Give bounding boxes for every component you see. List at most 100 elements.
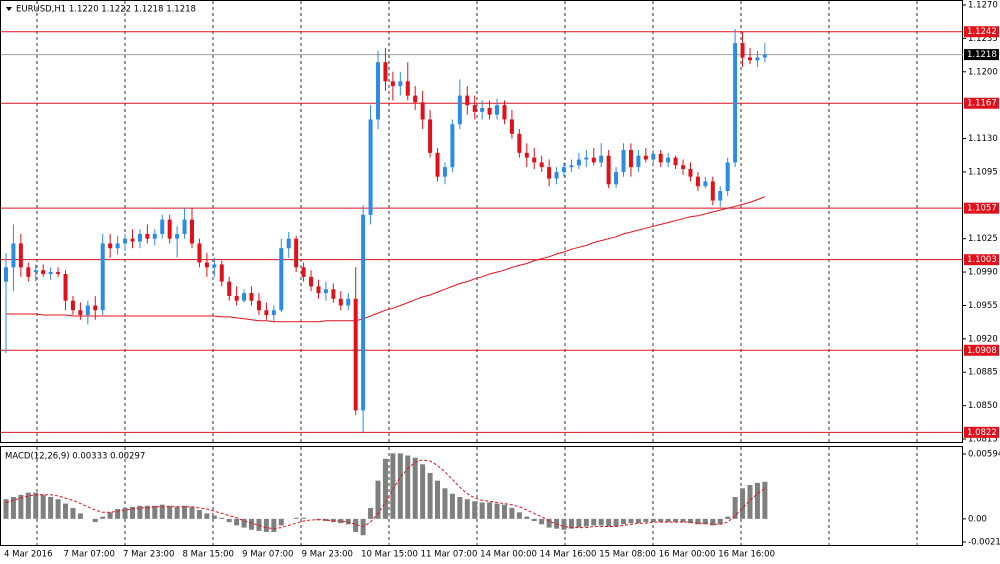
macd-bar [754,482,760,519]
y-tick-label: 1.0920 [968,334,998,344]
level-label: 1.0908 [967,346,997,356]
macd-bar [278,518,284,526]
macd-bar [107,512,113,519]
macd-bar [747,485,753,519]
macd-bar [479,502,485,519]
candle-body [509,119,514,134]
macd-bar [249,518,255,530]
level-label: 1.1003 [967,255,997,265]
macd-panel [0,446,963,546]
x-tick-label: 7 Mar 23:00 [123,550,174,560]
macd-bar [464,499,470,519]
candle-body [123,238,128,244]
x-tick-label: 16 Mar 00:00 [659,550,716,560]
y-tick-label: 1.1200 [968,67,998,77]
candle-body [428,119,433,153]
macd-bar [710,518,716,526]
candle-body [651,153,656,160]
candle-body [279,248,284,311]
candle-body [353,298,358,411]
level-label: 1.0822 [967,428,997,438]
level-label-bg [964,202,999,214]
level-label-bg [964,426,999,438]
macd-bar [55,499,61,519]
candle-body [658,153,663,163]
macd-bar [472,501,478,519]
candle-body [465,95,470,106]
macd-bar [427,472,433,519]
candle-body [33,270,38,273]
last-price-label: 1.1218 [967,50,997,60]
macd-bar [650,518,656,523]
level-label-bg [964,26,999,38]
candle-body [264,310,269,315]
candle-body [11,243,16,268]
candle-body [539,162,544,168]
candle-body [643,155,648,160]
macd-bar [301,517,307,519]
candle-body [182,219,187,234]
macd-bar [182,505,188,519]
candle-body [725,162,730,191]
macd-bar [204,513,210,519]
macd-bar [740,488,746,519]
macd-bar [174,506,180,519]
macd-bar [561,518,567,530]
macd-bar [293,517,299,519]
macd-bar [144,505,150,519]
macd-bar [732,497,738,519]
candle-body [219,264,224,282]
signal-line [5,459,766,530]
level-label-bg [964,254,999,266]
macd-bar [412,457,418,519]
macd-bar [167,505,173,519]
candle-body [487,108,492,115]
candle-body [480,108,485,112]
macd-bar [501,504,507,519]
candle-body [390,81,395,87]
macd-bar [673,518,679,523]
candle-body [190,219,194,244]
macd-bar [487,502,493,519]
candle-body [93,305,98,311]
y-tick-label: -0.00212 [968,538,1000,548]
macd-bar [606,518,612,527]
candle-body [227,281,232,296]
x-tick-label: 14 Mar 00:00 [480,550,537,560]
candle-body [368,119,373,215]
candle-body [56,272,61,274]
candle-body [628,149,633,168]
macd-bar [241,518,247,528]
macd-bar [353,518,359,532]
candle-body [145,233,150,239]
candle-body [740,43,745,58]
macd-bar [219,517,225,519]
x-tick-label: 9 Mar 07:00 [242,550,293,560]
macd-bar [234,518,240,526]
candle-body [137,233,142,242]
macd-bar [420,464,426,519]
level-label: 1.1167 [967,99,997,109]
candle-body [115,243,120,249]
macd-bar [680,518,686,523]
y-tick-label: 1.0885 [968,368,998,378]
candle-body [197,243,202,263]
candle-body [48,272,53,274]
macd-bar [382,458,388,519]
macd-bar [717,518,723,525]
candle-body [666,157,671,163]
macd-bar [40,494,46,519]
macd-bar [725,516,731,519]
candle-body [108,243,113,249]
candle-body [755,57,760,61]
macd-bar [211,515,217,519]
macd-bar [531,518,537,522]
macd-bar [360,518,366,536]
candle-body [450,124,455,168]
candle-body [710,181,715,201]
macd-bar [122,507,128,519]
candle-body [673,157,678,166]
macd-bar [665,518,671,523]
y-tick-label: 0.00594 [968,450,1000,460]
